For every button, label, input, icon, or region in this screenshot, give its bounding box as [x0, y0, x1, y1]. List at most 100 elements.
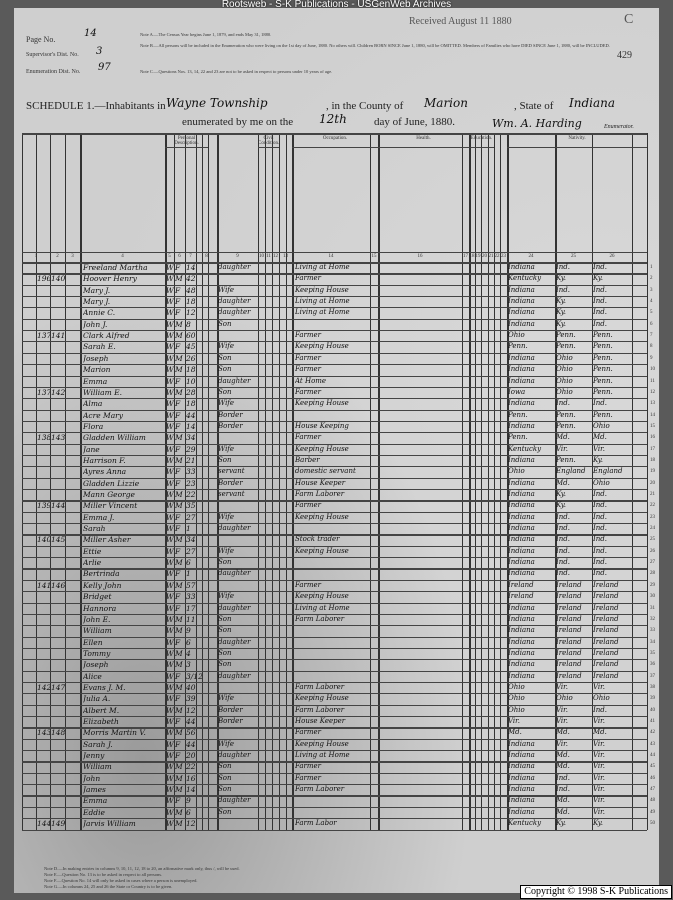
- birthplace-cell: Indiana: [508, 671, 535, 680]
- age-cell: 35: [186, 501, 196, 511]
- age-cell: 60: [186, 331, 196, 341]
- grid-line: [22, 273, 647, 275]
- birthplace-cell: Indiana: [508, 569, 535, 578]
- line-number: 8: [650, 344, 653, 350]
- sex-cell: F: [175, 524, 181, 534]
- name-cell: Ayres Anna: [83, 467, 127, 477]
- grid-line: [22, 659, 647, 660]
- birthplace-cell: Indiana: [508, 365, 535, 374]
- father-birthplace-cell: Ireland: [556, 614, 582, 623]
- grid-line: [22, 716, 647, 717]
- birthplace-cell: Indiana: [508, 285, 535, 294]
- grid-line: [22, 670, 647, 672]
- name-cell: Morris Martin V.: [83, 728, 146, 738]
- color-cell: W: [166, 319, 174, 329]
- grid-line: [507, 133, 509, 830]
- mother-birthplace-cell: Penn.: [593, 376, 613, 385]
- age-cell: 44: [186, 410, 196, 420]
- birthplace-cell: Indiana: [508, 535, 535, 544]
- occupation-cell: Farm Laborer: [295, 614, 345, 623]
- line-number: 10: [650, 367, 655, 373]
- grid-line: [202, 133, 203, 830]
- father-birthplace-cell: Penn.: [556, 455, 576, 464]
- name-cell: Flora: [83, 421, 104, 431]
- father-birthplace-cell: Ireland: [556, 660, 582, 669]
- occupation-cell: House Keeper: [295, 717, 346, 725]
- relationship-cell: Wife: [218, 694, 235, 703]
- mother-birthplace-cell: Ireland: [593, 580, 619, 589]
- relationship-cell: Wife: [218, 342, 235, 351]
- grid-line: [22, 795, 647, 797]
- column-group-education: Education.: [470, 136, 493, 141]
- mother-birthplace-cell: Vir.: [593, 751, 605, 760]
- family-number-cell: 147: [51, 682, 65, 692]
- grid-line: [65, 133, 66, 830]
- column-group-nativity: Nativity.: [568, 136, 586, 141]
- grid-line: [462, 133, 463, 830]
- relationship-cell: daughter: [218, 637, 251, 646]
- mother-birthplace-cell: Ind.: [593, 569, 607, 578]
- name-cell: Harrison F.: [83, 455, 126, 465]
- grid-line: [50, 133, 51, 830]
- line-number: 38: [650, 684, 655, 690]
- birthplace-cell: Indiana: [508, 376, 535, 385]
- father-birthplace-cell: Ohio: [556, 694, 573, 703]
- name-cell: Acre Mary: [83, 410, 123, 420]
- line-number: 27: [650, 560, 655, 566]
- line-number: 46: [650, 775, 655, 781]
- relationship-cell: Border: [218, 705, 243, 714]
- name-cell: Elizabeth: [83, 717, 119, 726]
- birthplace-cell: Indiana: [508, 603, 535, 612]
- dwelling-number-cell: 141: [37, 580, 50, 590]
- birthplace-cell: Indiana: [508, 319, 535, 328]
- relationship-cell: Son: [218, 660, 232, 669]
- birthplace-cell: Indiana: [508, 308, 535, 317]
- father-birthplace-cell: Ind.: [556, 558, 570, 567]
- line-number: 9: [650, 355, 653, 361]
- father-birthplace-cell: Ky.: [556, 274, 567, 283]
- grid-line: [494, 133, 495, 830]
- father-birthplace-cell: England: [556, 467, 586, 476]
- birthplace-cell: Indiana: [508, 558, 535, 567]
- age-cell: 3: [186, 660, 191, 670]
- father-birthplace-cell: Ireland: [556, 580, 582, 589]
- age-cell: 9: [186, 626, 191, 636]
- occupation-cell: Living at Home: [295, 751, 350, 760]
- occupation-cell: Farmer: [295, 580, 322, 589]
- grid-line: [22, 693, 647, 694]
- age-cell: 44: [186, 717, 196, 726]
- relationship-cell: Son: [218, 365, 232, 374]
- mother-birthplace-cell: Md.: [593, 433, 607, 442]
- relationship-cell: daughter: [218, 751, 251, 760]
- relationship-cell: Son: [218, 558, 232, 567]
- birthplace-cell: Vir.: [508, 717, 520, 725]
- birthplace-cell: Indiana: [508, 626, 535, 635]
- birthplace-cell: Iowa: [508, 387, 526, 396]
- color-cell: W: [166, 387, 174, 397]
- color-cell: W: [166, 751, 174, 761]
- color-cell: W: [166, 694, 174, 704]
- column-number: 26: [609, 254, 615, 259]
- relationship-cell: Son: [218, 807, 232, 816]
- color-cell: W: [166, 455, 174, 465]
- grid-line: [378, 147, 475, 148]
- mother-birthplace-cell: Vir.: [593, 773, 605, 782]
- birthplace-cell: Penn.: [508, 342, 528, 351]
- father-birthplace-cell: Ky.: [556, 490, 567, 498]
- color-cell: W: [166, 614, 174, 624]
- relationship-cell: daughter: [218, 308, 251, 317]
- relationship-cell: servant: [218, 467, 245, 476]
- line-number: 49: [650, 809, 655, 815]
- sex-cell: F: [175, 717, 181, 726]
- color-cell: W: [166, 705, 174, 715]
- father-birthplace-cell: Ireland: [556, 648, 582, 657]
- name-cell: John: [83, 773, 101, 783]
- line-number: 35: [650, 650, 655, 656]
- mother-birthplace-cell: Vir.: [593, 807, 605, 816]
- mother-birthplace-cell: Penn.: [593, 387, 613, 396]
- birthplace-cell: Indiana: [508, 490, 535, 498]
- line-number: 31: [650, 605, 655, 611]
- dwelling-number-cell: 144: [37, 819, 50, 829]
- father-birthplace-cell: Ind.: [556, 263, 570, 271]
- father-birthplace-cell: Ky.: [556, 819, 567, 828]
